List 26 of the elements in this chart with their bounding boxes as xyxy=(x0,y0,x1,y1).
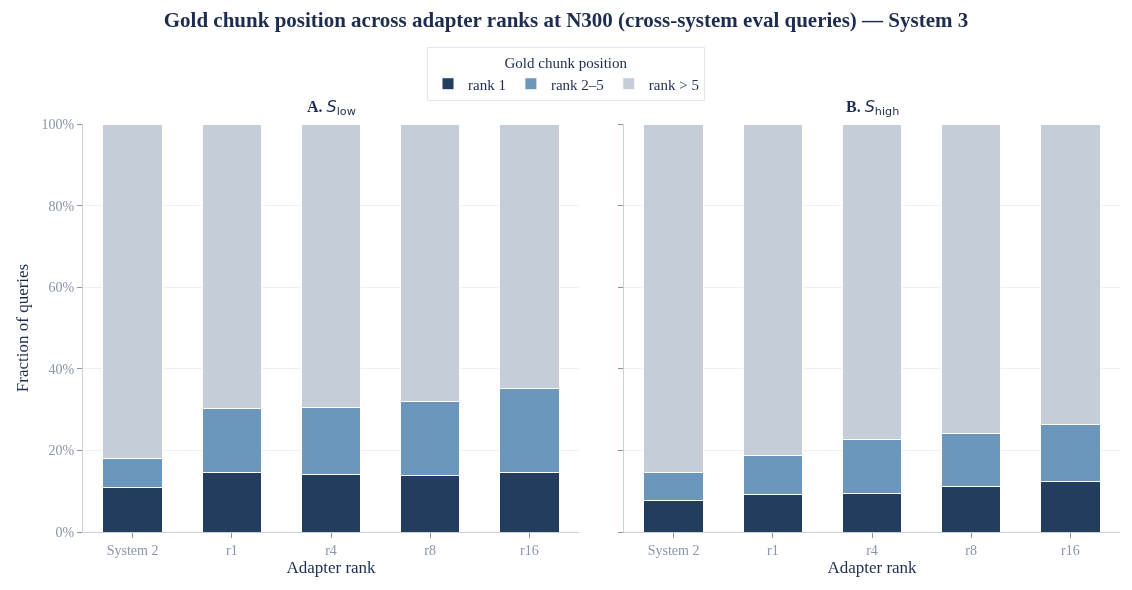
y-tick-label: 80% xyxy=(48,198,75,214)
x-tick-label: r4 xyxy=(325,542,337,558)
legend-title: Gold chunk position xyxy=(504,54,628,71)
y-axis-title: Fraction of queries xyxy=(13,263,33,393)
y-tick-label: 60% xyxy=(48,280,75,296)
legend-label: rank 1 xyxy=(468,76,506,93)
x-tick-label: r1 xyxy=(766,542,779,558)
x-tick-label: r8 xyxy=(424,542,437,558)
chart-title: Gold chunk position across adapter ranks at N300 (cross-system eval queries) — System 3 xyxy=(163,8,969,33)
x-tick-label: r4 xyxy=(866,542,878,558)
x-tick-label: System 2 xyxy=(647,542,700,558)
x-axis-title: Adapter rank xyxy=(286,558,377,578)
y-tick-label: 0% xyxy=(55,524,75,540)
y-tick-label: 100% xyxy=(41,116,75,132)
x-tick-label: r8 xyxy=(965,542,978,558)
x-tick-label: r16 xyxy=(520,542,539,558)
x-axis-title: Adapter rank xyxy=(827,558,918,578)
y-tick-label: 40% xyxy=(48,361,75,377)
x-tick-label: r16 xyxy=(1061,542,1080,558)
chart-subtitle: A. S$_{low}$ xyxy=(307,97,356,119)
chart-subtitle: B. S$_{high}$ xyxy=(846,97,900,119)
legend-label: rank 2–5 xyxy=(550,76,604,93)
x-tick-label: System 2 xyxy=(106,542,159,558)
legend-label: rank > 5 xyxy=(648,76,699,93)
y-tick-label: 20% xyxy=(48,443,75,459)
x-tick-label: r1 xyxy=(225,542,238,558)
